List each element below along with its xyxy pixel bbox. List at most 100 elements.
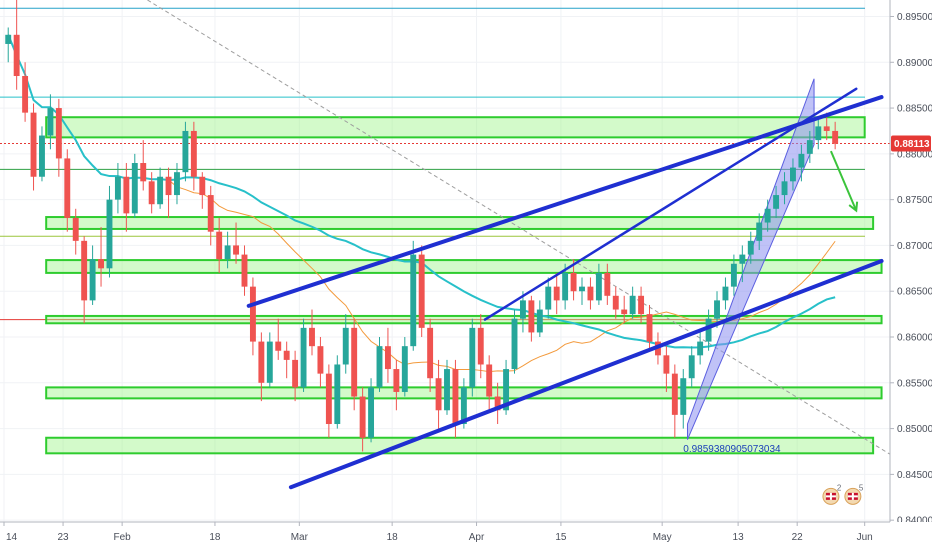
candle-body	[798, 153, 805, 168]
candle-body	[106, 199, 113, 269]
candle-body	[680, 378, 687, 415]
y-tick-label: 0.89000	[897, 58, 932, 69]
candle-body	[435, 378, 442, 411]
candle-body	[207, 195, 214, 232]
forecast-arrow	[830, 150, 859, 213]
candle-body	[384, 346, 391, 370]
candle-body	[174, 172, 180, 196]
candle-body	[309, 327, 315, 347]
candle-body	[140, 163, 147, 182]
candle-body	[157, 176, 164, 205]
x-axis-background	[0, 522, 932, 550]
event-count: 5	[859, 483, 864, 492]
x-tick-label: 18	[209, 532, 221, 543]
x-tick-label: May	[653, 532, 672, 543]
trendlines	[246, 87, 884, 490]
candle-body	[275, 341, 282, 351]
y-tick-label: 0.85500	[897, 378, 932, 389]
candle-body	[30, 112, 37, 177]
candle-body	[64, 158, 71, 218]
dashed-trendline-segment	[147, 0, 891, 455]
current-price-marker: 0.88113	[891, 135, 931, 152]
candle-body	[705, 318, 712, 342]
candle-body	[5, 34, 12, 44]
candle-body	[241, 254, 248, 287]
candle-body	[604, 272, 611, 296]
candle-body	[756, 222, 763, 241]
candle-body	[612, 295, 619, 310]
y-tick-label: 0.85000	[897, 424, 932, 435]
y-axis[interactable]: 0.89500 0.89000 0.88500 0.88000 0.87500 0.870…	[889, 0, 932, 550]
candle-body	[114, 176, 121, 200]
y-tick-label: 0.88000	[897, 149, 932, 160]
candle-body	[562, 272, 569, 301]
candle-body	[739, 254, 746, 264]
candle-body	[511, 318, 518, 370]
candle-body	[528, 300, 535, 333]
candle-body	[460, 387, 467, 425]
candle-body	[258, 341, 265, 383]
candle-body	[832, 130, 839, 144]
candle-body	[131, 163, 138, 214]
x-tick-label: 14	[6, 532, 18, 543]
y-axis-background	[890, 0, 932, 550]
x-tick-label: 23	[58, 532, 70, 543]
trendline	[246, 95, 884, 308]
candle-body	[790, 167, 796, 182]
candle-body	[629, 295, 636, 315]
annotation-text: 0.9859380905073034	[683, 444, 781, 455]
candle-body	[47, 108, 54, 136]
trendline	[288, 259, 884, 490]
x-tick-label: Mar	[291, 532, 309, 543]
candle-body	[806, 140, 813, 154]
candle-body	[55, 108, 62, 159]
candle-body	[663, 355, 670, 374]
candle-body	[697, 341, 704, 356]
candle-body	[452, 369, 459, 425]
candle-body	[300, 327, 307, 388]
candle-body	[823, 126, 830, 131]
candle-body	[469, 327, 476, 388]
trendline	[483, 87, 858, 321]
y-tick-label: 0.84000	[897, 516, 932, 527]
x-tick-label: 22	[792, 532, 804, 543]
zone-rect	[45, 116, 866, 139]
candle-body	[182, 130, 189, 173]
candle-body	[317, 346, 324, 374]
x-axis[interactable]: 14 23 Feb 18 Mar 18 Apr 15 May 13 22 Jun	[0, 521, 932, 550]
candle-body	[165, 176, 172, 196]
candle-body	[418, 254, 425, 328]
candle-body	[342, 327, 349, 365]
candle-body	[199, 176, 206, 196]
candle-body	[621, 309, 628, 315]
current-price-tag	[891, 135, 931, 152]
candle-body	[553, 286, 560, 301]
candle-body	[148, 181, 155, 205]
y-tick-label: 0.87000	[897, 241, 932, 252]
candle-body	[22, 76, 29, 113]
candle-body	[714, 300, 720, 319]
y-tick-label: 0.87500	[897, 195, 932, 206]
candle-body	[13, 34, 20, 77]
y-tick-label: 0.88500	[897, 104, 932, 115]
candle-body	[815, 126, 822, 141]
zone-rect	[45, 216, 875, 230]
candle-body	[595, 272, 602, 301]
zone-rect	[45, 314, 883, 325]
candle-body	[249, 286, 256, 342]
x-tick-label: Apr	[469, 532, 485, 543]
candle-body	[401, 346, 408, 392]
candle-body	[536, 309, 543, 333]
candle-body	[781, 181, 788, 196]
candle-body	[334, 364, 341, 425]
candle-body	[519, 300, 526, 319]
candle-body	[89, 259, 96, 301]
candle-body	[325, 373, 332, 425]
candle-body	[773, 195, 780, 209]
candle-body	[233, 245, 240, 255]
candle-body	[368, 387, 375, 438]
forecast-arrow-shaft	[830, 150, 858, 212]
